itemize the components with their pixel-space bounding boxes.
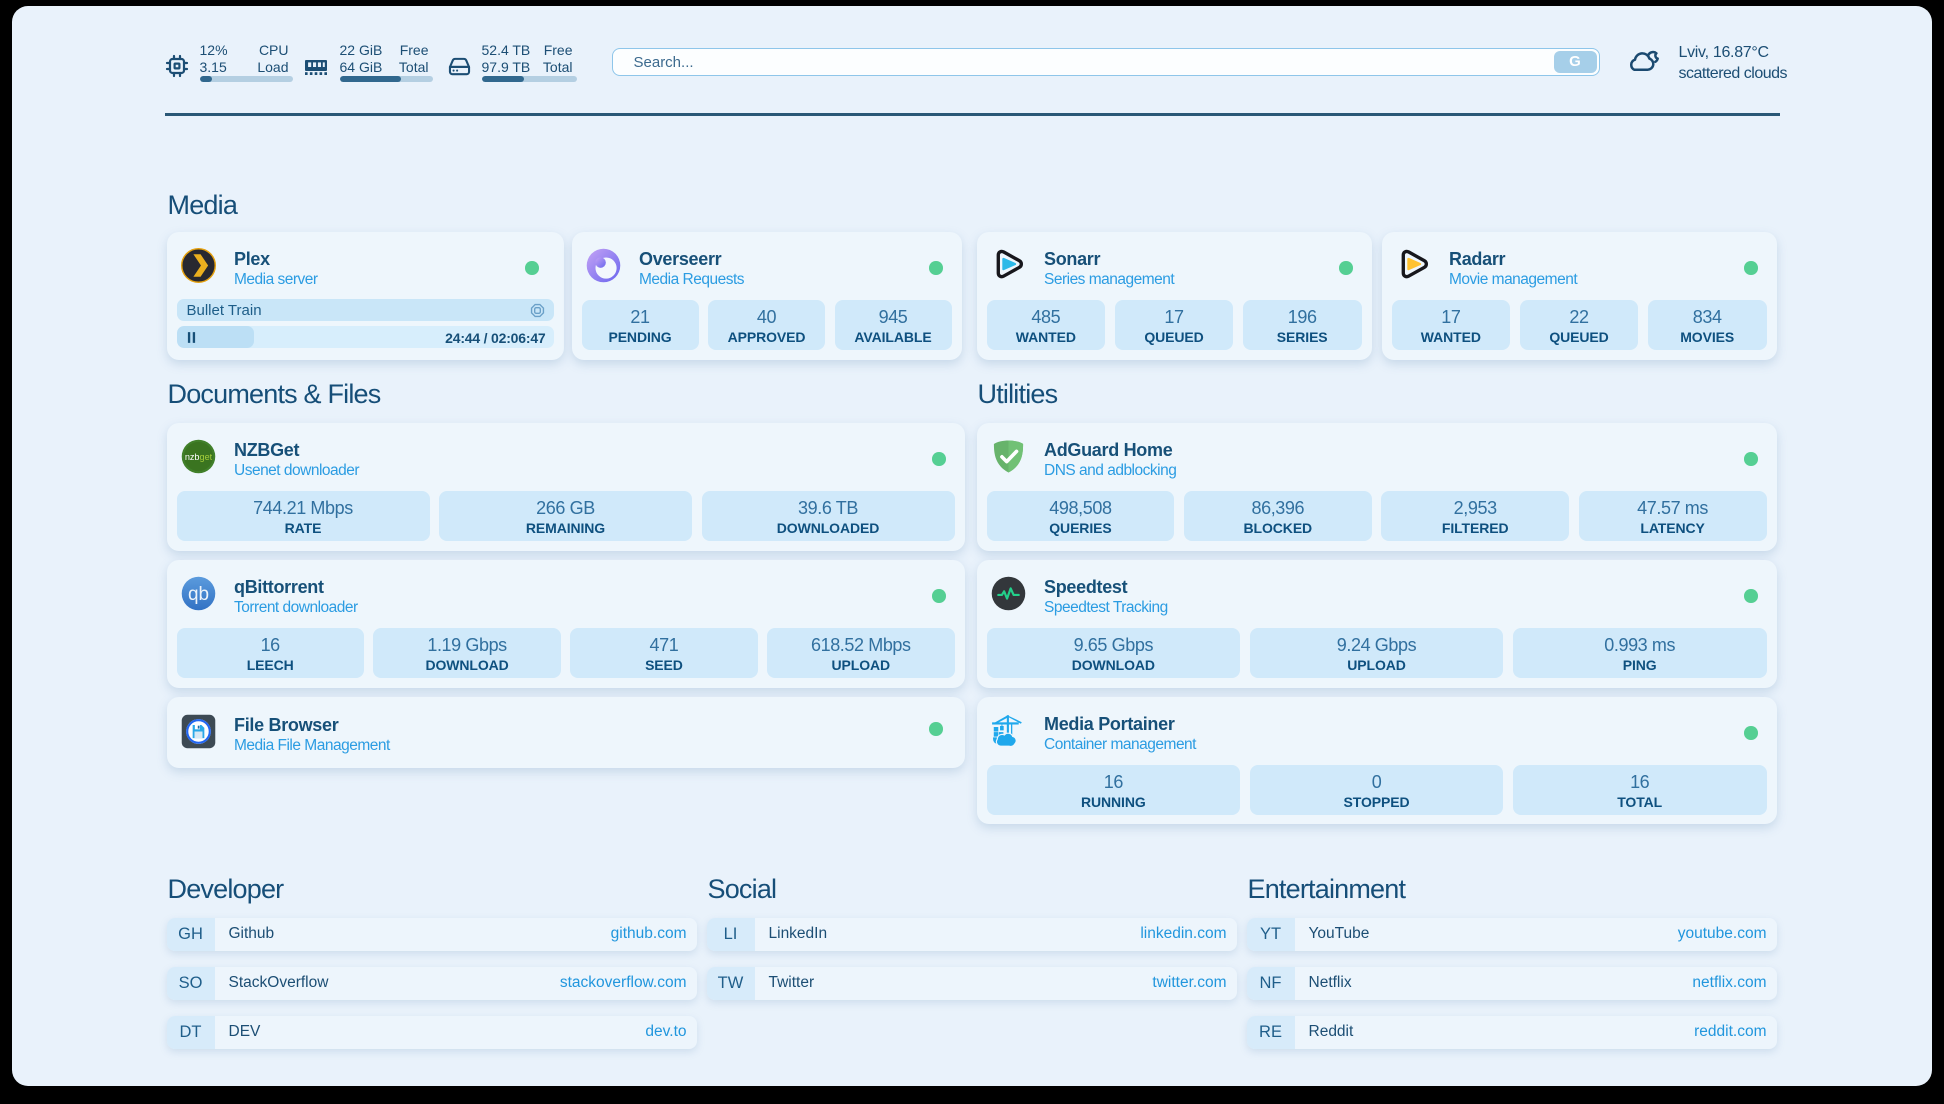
svg-text:nzbget: nzbget	[185, 452, 213, 462]
svg-text:qb: qb	[188, 584, 209, 605]
